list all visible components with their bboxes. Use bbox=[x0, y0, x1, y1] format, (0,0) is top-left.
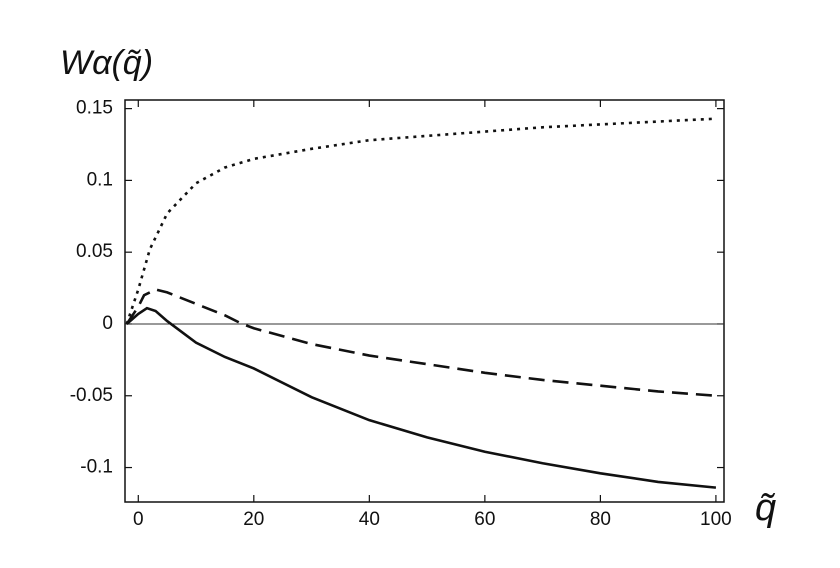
x-tick-label: 20 bbox=[243, 509, 264, 530]
plot-frame bbox=[124, 99, 725, 503]
y-axis-label: Wα(q̃) bbox=[60, 44, 153, 82]
x-tick-label: 40 bbox=[359, 509, 380, 530]
x-tick-label: 80 bbox=[590, 509, 611, 530]
x-tick-label: 100 bbox=[700, 509, 732, 530]
y-tick-label: -0.05 bbox=[70, 385, 113, 406]
series-line bbox=[125, 117, 716, 325]
x-axis-label: q̃ bbox=[755, 487, 776, 529]
series-line bbox=[125, 288, 717, 398]
y-tick-label: 0.05 bbox=[76, 241, 113, 262]
y-tick-label: 0.15 bbox=[76, 98, 113, 119]
series-line bbox=[125, 306, 717, 489]
y-tick-label: 0 bbox=[102, 313, 113, 334]
x-tick-label: 0 bbox=[133, 509, 144, 530]
y-tick-label: 0.1 bbox=[87, 169, 113, 190]
y-tick-label: -0.1 bbox=[80, 457, 113, 478]
x-tick-label: 60 bbox=[474, 509, 495, 530]
